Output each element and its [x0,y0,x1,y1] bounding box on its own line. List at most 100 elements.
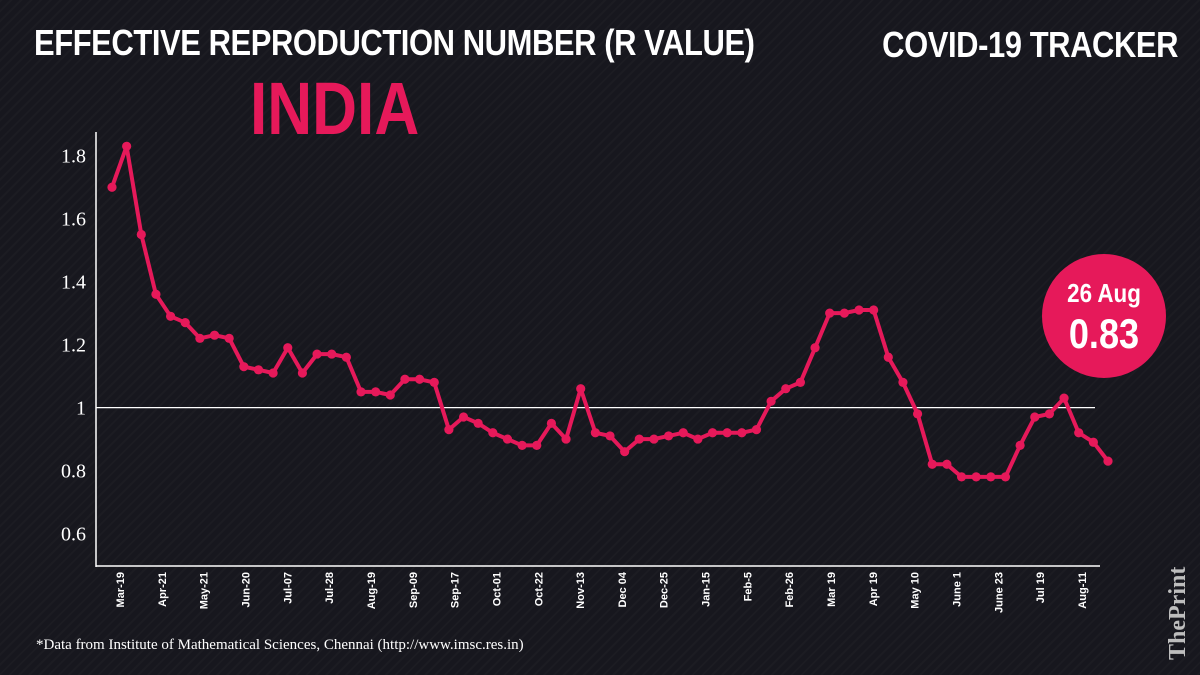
x-tick-label: Jul-07 [282,572,294,604]
y-tick-label: 1 [76,398,86,420]
chart-title: EFFECTIVE REPRODUCTION NUMBER (R VALUE) [34,22,755,63]
data-point [297,368,308,378]
data-point [883,352,893,362]
data-point [209,330,220,340]
y-tick-label: 1.4 [61,272,86,294]
source-note: *Data from Institute of Mathematical Sci… [36,637,524,653]
x-tick-label: Oct-22 [533,572,545,606]
data-point [1088,437,1098,447]
x-tick-label: Apr 19 [868,572,880,606]
data-point [1030,412,1040,422]
data-point [253,365,264,375]
x-tick-label: Nov-13 [575,572,587,609]
country-label: INDIA [250,67,420,150]
data-point [283,343,293,353]
data-point [268,368,278,378]
data-point [473,418,483,428]
data-point [898,377,908,388]
data-point [1015,440,1025,450]
data-point [869,305,879,315]
data-point [663,431,674,441]
data-point [927,459,937,469]
x-tick-label: Oct-01 [491,572,503,606]
x-tick-label: Feb-5 [742,572,754,601]
data-point [707,428,718,438]
data-point [839,308,849,318]
x-tick-label: June 1 [952,572,964,607]
x-tick-label: Dec-25 [659,572,671,608]
data-point [1000,472,1011,482]
data-point [576,384,586,394]
data-point [825,308,835,318]
x-tick-label: Aug-11 [1077,572,1089,609]
y-tick-label: 1.2 [61,335,86,357]
data-point [341,352,351,362]
data-point [561,434,571,444]
x-tick-label: June 23 [993,572,1005,613]
y-tick-label: 0.8 [61,461,86,483]
callout-value: 0.83 [1068,310,1140,357]
data-point [737,428,747,438]
data-point [444,425,454,435]
data-point [122,141,132,151]
tracker-label: COVID-19 TRACKER [882,24,1178,65]
x-tick-label: Jun-20 [240,572,252,607]
data-point [986,472,996,482]
data-point [165,311,176,321]
data-point [795,377,806,388]
x-tick-label: Sep-09 [408,572,420,608]
series-line [110,144,1110,479]
data-point [956,472,967,482]
data-point [971,472,981,482]
data-point [371,387,381,397]
data-point [810,343,820,353]
data-point [151,289,161,299]
data-point [605,431,615,441]
x-tick-label: Sep-17 [450,572,462,608]
brand-logo: ThePrint [1165,566,1191,660]
data-point [385,390,395,400]
y-tick-label: 1.8 [61,146,86,168]
data-point [546,418,557,428]
data-point [590,428,600,438]
x-tick-label: Jul-28 [324,572,336,604]
latest-value-callout: 26 Aug 0.83 [1042,254,1166,378]
x-tick-label: Jan-15 [701,572,713,607]
x-tick-label: May-21 [199,572,211,609]
data-point [224,333,234,343]
data-point [854,305,864,315]
x-tick-label: Mar-19 [115,572,127,607]
data-point [781,384,791,394]
data-point [722,428,732,438]
x-tick-label: Jul 19 [1035,572,1047,603]
x-tick-label: Aug-19 [366,572,378,609]
data-point [1044,409,1055,419]
data-point [634,434,644,444]
data-point [429,377,439,388]
data-point [414,374,425,384]
data-point [649,434,659,444]
data-point [107,182,117,192]
x-tick-label: Apr-21 [157,572,169,607]
y-tick-label: 0.6 [61,524,86,546]
data-point [620,447,630,457]
data-point [195,333,205,343]
data-point [312,349,322,359]
data-point [1074,428,1084,438]
x-tick-label: Dec 04 [617,571,629,607]
data-point [912,409,923,419]
data-point [532,440,542,450]
data-point [400,374,410,384]
y-tick-label: 1.6 [61,209,86,231]
x-tick-label: May 10 [910,572,922,609]
data-point [488,428,498,438]
x-tick-label: Mar 19 [826,572,838,607]
data-point [693,434,703,444]
data-point [239,362,249,372]
data-point [356,387,366,397]
data-point [327,349,337,359]
data-point [766,396,776,406]
data-point [502,434,513,444]
data-point [1103,456,1113,466]
